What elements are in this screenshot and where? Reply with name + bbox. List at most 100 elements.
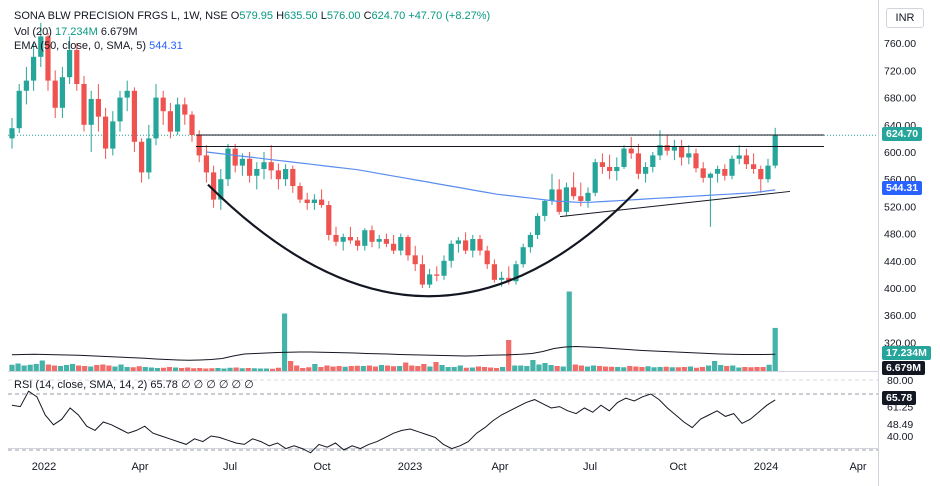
price-tick-label: 600.00 [884,147,916,159]
candle-body [131,90,137,142]
candle-body [556,189,562,212]
candle-body [110,121,116,149]
time-axis-label: Apr [849,461,866,473]
volume-bar [148,367,154,371]
volume-bar [548,365,554,371]
volume-bar [166,367,173,371]
candle-body [311,199,317,203]
volume-bar [251,368,257,371]
volume-bar [294,365,300,371]
candle-body [643,166,649,174]
volume-bar [530,360,536,371]
volume-bar [397,366,403,371]
volume-bar [306,367,312,371]
candle-body [333,234,339,242]
rsi-line [11,390,776,454]
volume-bar [596,366,603,371]
high-label: H [276,10,285,22]
time-axis-label: 2023 [398,461,422,473]
volume-bar [500,367,506,371]
volume-bar [657,367,663,371]
volume-bar [124,367,130,371]
volume-bar [106,365,112,371]
volume-bar [469,367,475,371]
volume-bar [354,365,360,371]
volume-bar [233,367,239,371]
volume-bar [542,363,548,371]
volume-bar [300,368,306,371]
volume-bar [639,367,645,371]
candle-body [412,255,418,265]
volume-bar [172,367,179,371]
volume-bar [21,365,27,371]
currency-button[interactable]: INR [886,8,924,28]
last-price-tag: 624.70 [882,127,923,141]
volume-bar [94,365,100,371]
candle-body [563,187,569,212]
candle-body [578,196,584,201]
candle-body [16,90,22,129]
volume-bar [742,367,748,371]
candle-body [38,36,44,57]
price-tick-label: 480.00 [884,229,916,241]
volume-bar [197,368,203,371]
volume-bar [215,368,221,371]
volume-bar [281,313,288,371]
low-label: L [320,10,327,22]
price-tick-label: 520.00 [884,201,916,213]
volume-bar [730,365,736,371]
volume-bar [633,366,639,371]
volume-bar [336,366,342,371]
volume-bar [536,364,542,371]
volume-ma-line [11,345,776,361]
price-tick-label: 720.00 [884,65,916,77]
volume-bar [512,365,518,371]
candle-body [707,173,713,178]
volume-bar [615,367,621,371]
volume-bar [245,368,251,371]
volume-bar [45,364,51,371]
volume-bar [663,366,669,371]
volume-bar [257,368,263,371]
price-tick-label: 400.00 [884,283,916,295]
volume-bar [651,367,657,371]
volume-bar [15,363,21,371]
volume-bar [33,364,39,371]
volume-bar [590,365,597,371]
volume-bar [384,365,391,371]
candle-body [175,104,181,132]
volume-bar [724,366,730,371]
volume-bar [409,365,415,371]
candle-body [650,155,656,167]
close-value: 624.70 [371,10,406,22]
volume-bar [627,366,633,371]
candle-body [520,247,526,265]
price-tick-label: 760.00 [884,38,916,50]
volume-bar [609,366,615,371]
candle-body [254,169,260,176]
candle-body [326,205,332,235]
rsi-tick-label: 48.49 [887,419,913,431]
candle-body [232,148,238,166]
volume-bar [160,367,167,371]
volume-value: 17.234M [54,26,98,38]
symbol-label[interactable]: SONA BLW PRECISION FRGS L, 1W, NSE [14,10,228,22]
candle-body [182,104,188,115]
ema-study-label[interactable]: EMA (50, close, 0, SMA, 5) [14,40,147,52]
open-label: O [230,10,240,22]
volume-bar [584,366,591,371]
candle-body [362,230,368,246]
candle-body [664,145,670,151]
candle-body [247,158,253,176]
volume-bar [718,365,724,371]
volume-bar [754,367,760,371]
candle-body [765,165,771,180]
rsi-study-label[interactable]: RSI (14, close, SMA, 14, 2) [14,379,148,391]
volume-bar [481,367,488,371]
volume-bar [487,367,494,371]
volume-study-label[interactable]: Vol (20) [14,26,52,38]
candle-body [376,239,382,242]
volume-bar [506,340,512,371]
volume-bar [712,361,718,371]
